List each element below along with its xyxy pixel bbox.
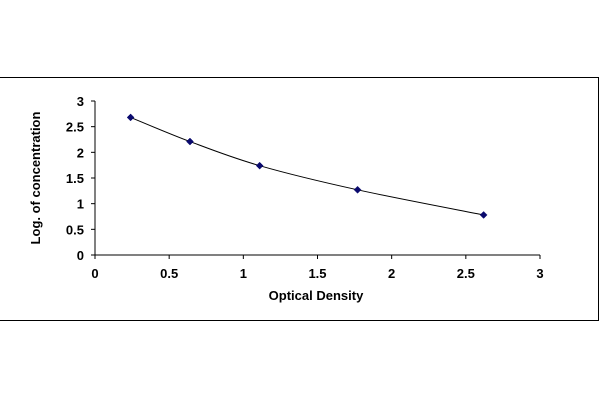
x-tick-label: 0.5: [160, 266, 178, 281]
chart-frame: [0, 77, 599, 321]
data-points: [126, 113, 488, 219]
x-tick-label: 2.5: [457, 266, 475, 281]
x-tick-label: 1: [240, 266, 247, 281]
x-tick-label: 0: [91, 266, 98, 281]
y-tick-label: 1: [77, 197, 84, 212]
y-tick-label: 3: [77, 94, 84, 109]
ticks: 0 0.5 1 1.5 2 2.5 3 0 0.5 1 1.5 2 2.5 3: [66, 94, 544, 281]
y-tick-label: 2: [77, 145, 84, 160]
y-tick-label: 0: [77, 248, 84, 263]
x-tick-label: 1.5: [308, 266, 326, 281]
data-point: [186, 137, 194, 146]
y-tick-label: 2.5: [66, 120, 84, 135]
data-point: [255, 161, 264, 170]
data-point: [479, 211, 488, 219]
y-axis-title: Log. of concentration: [28, 112, 43, 245]
data-point: [126, 113, 135, 122]
data-point: [353, 185, 362, 194]
x-tick-label: 2: [388, 266, 395, 281]
x-axis-title: Optical Density: [269, 288, 364, 303]
axes: [94, 101, 540, 256]
x-tick-label: 3: [536, 266, 543, 281]
trend-curve: [130, 116, 484, 216]
y-tick-label: 0.5: [66, 222, 84, 237]
trend-curve-group: [130, 116, 484, 216]
y-tick-label: 1.5: [66, 171, 84, 186]
